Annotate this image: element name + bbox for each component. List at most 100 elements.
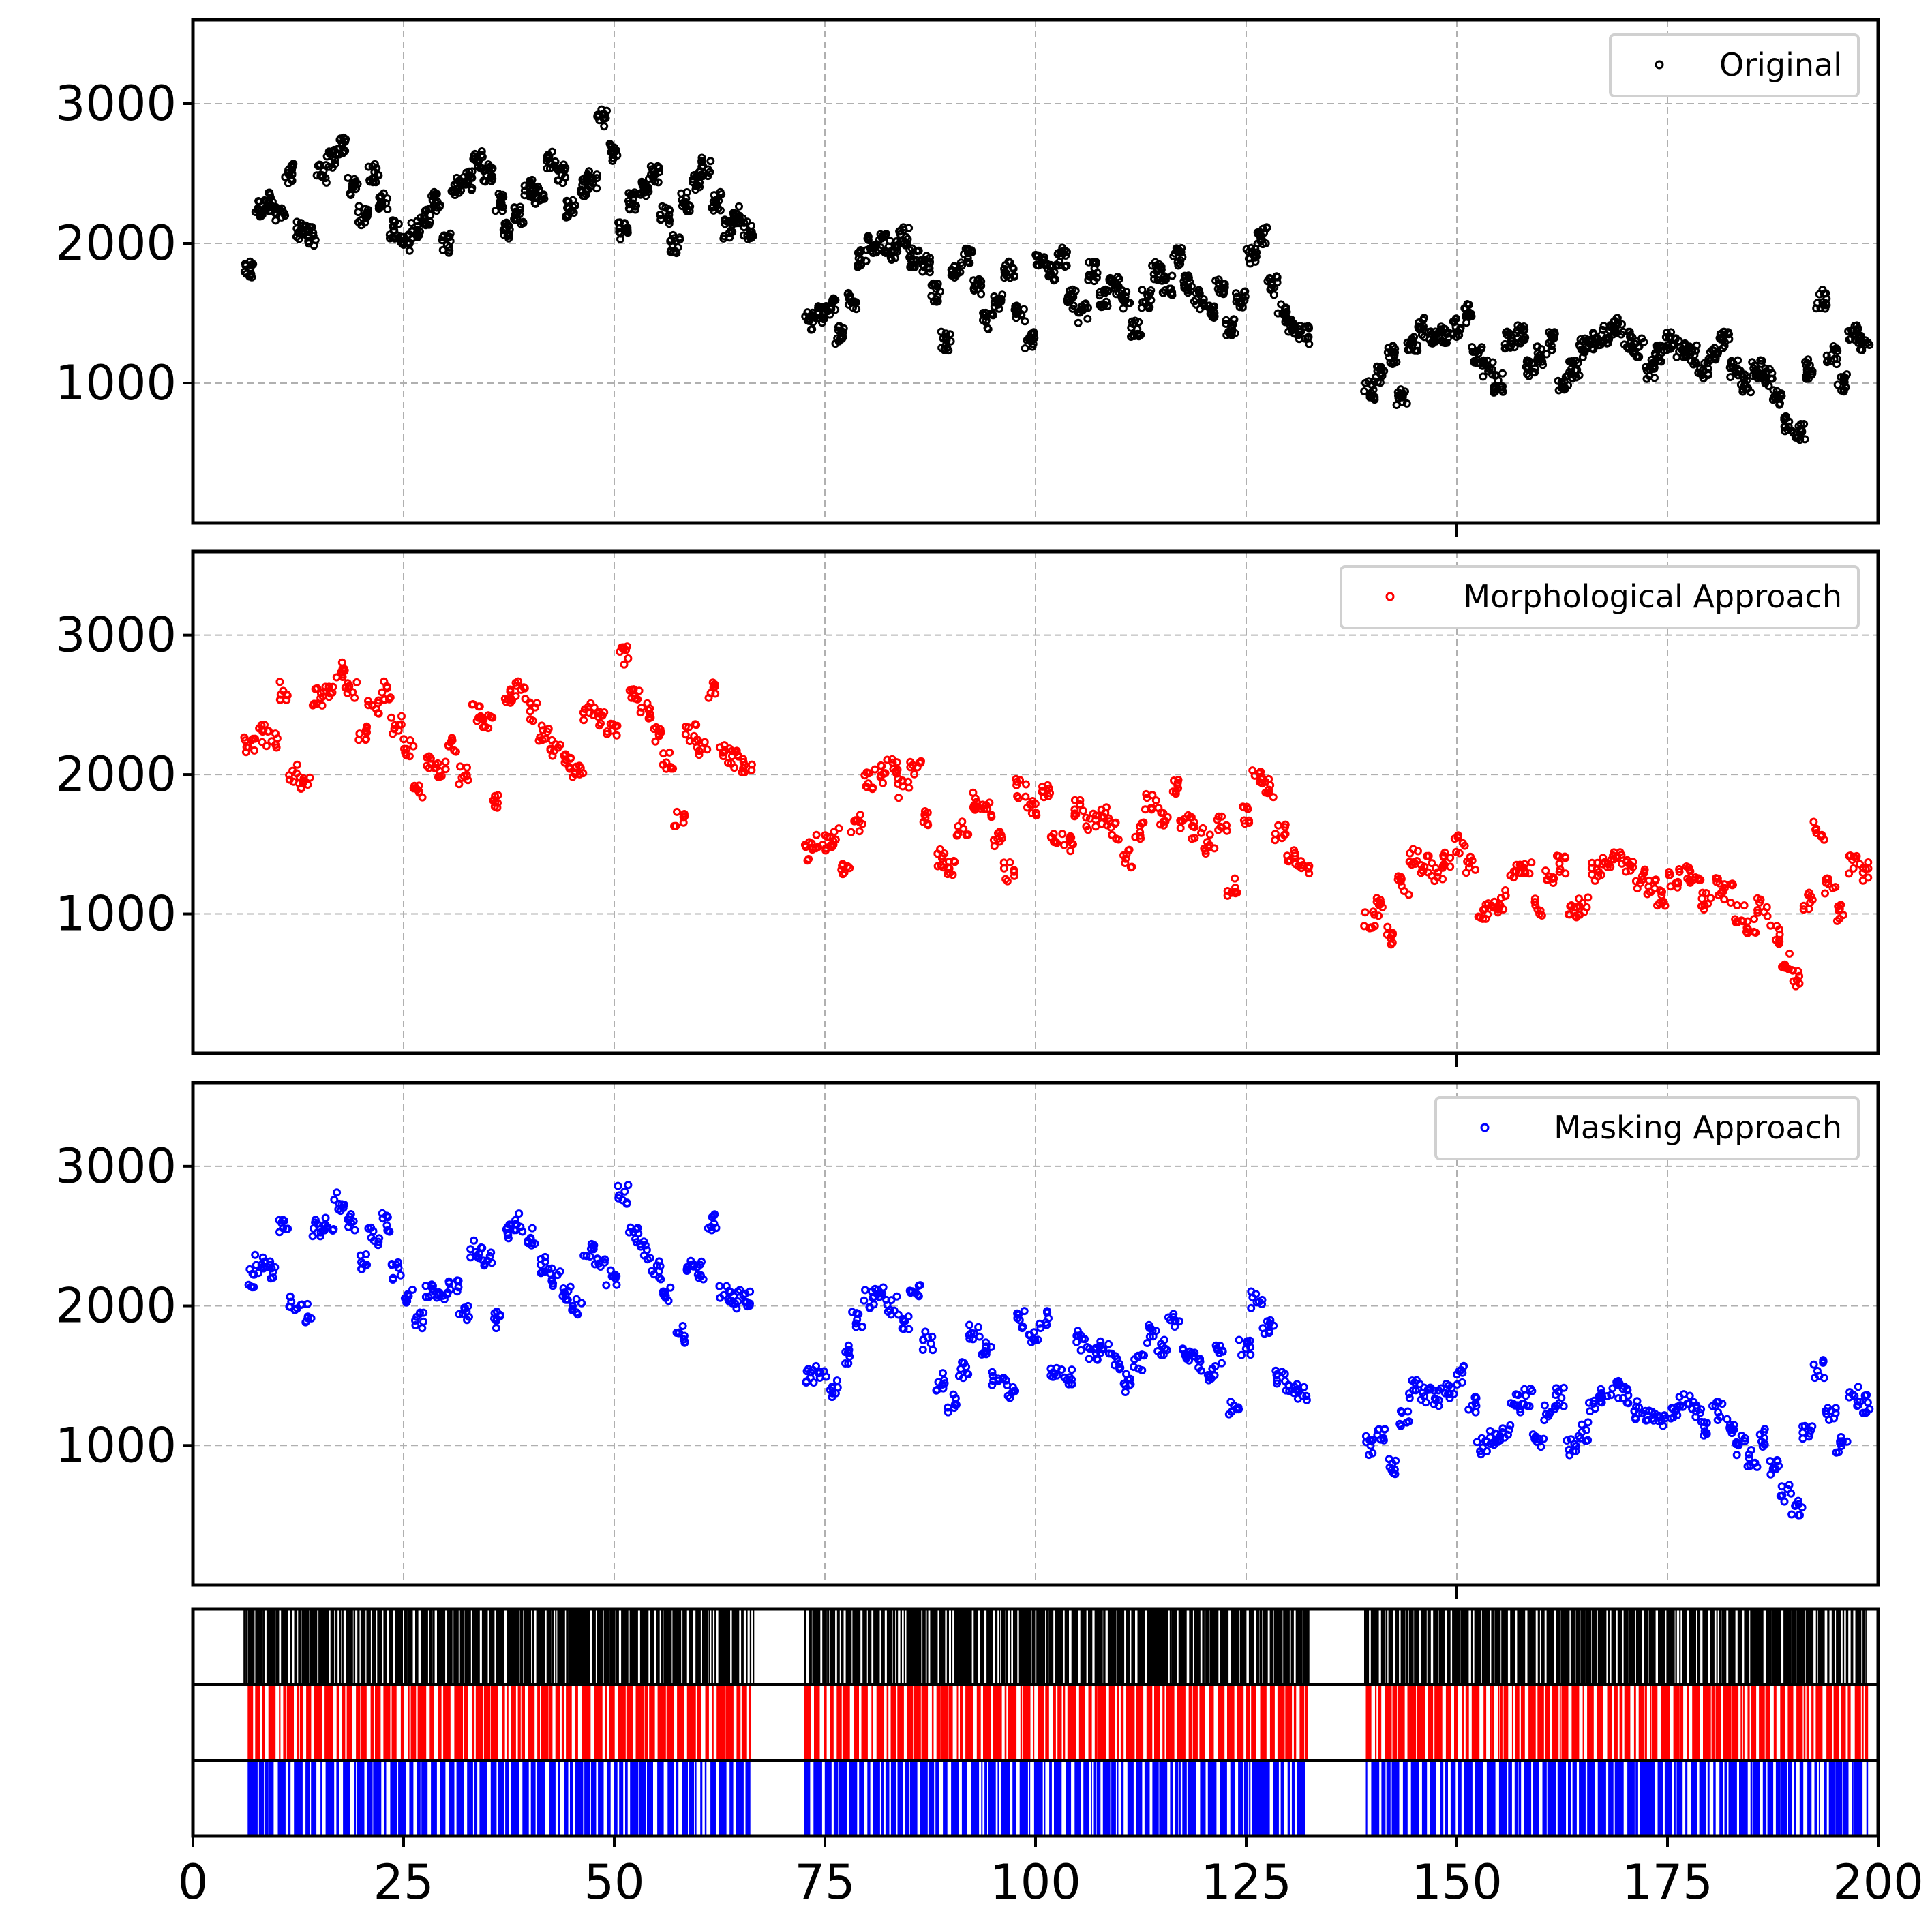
data-point — [371, 177, 380, 186]
event-bar — [575, 1685, 578, 1760]
data-point — [543, 152, 552, 161]
data-point — [1646, 362, 1654, 371]
data-point — [556, 1267, 564, 1276]
data-point — [514, 677, 523, 686]
event-bar — [373, 1760, 382, 1836]
data-point — [620, 660, 629, 669]
data-point — [965, 246, 973, 255]
data-point — [1772, 1455, 1781, 1464]
event-bar — [804, 1609, 806, 1685]
data-point — [1743, 917, 1752, 926]
data-point — [1794, 967, 1802, 976]
data-point — [1725, 330, 1733, 339]
data-point — [1097, 805, 1106, 814]
event-bar — [1533, 1760, 1539, 1836]
data-point — [1696, 369, 1705, 378]
data-point — [612, 731, 621, 740]
event-bar — [1854, 1685, 1861, 1760]
event-bar — [830, 1609, 836, 1685]
event-bar — [731, 1609, 740, 1685]
data-point — [658, 202, 667, 211]
event-bar — [980, 1609, 984, 1685]
x-tick-label: 75 — [794, 1854, 855, 1910]
event-bar — [318, 1609, 322, 1685]
data-point — [1841, 383, 1850, 391]
data-point — [1192, 301, 1201, 309]
event-bar — [1640, 1760, 1648, 1836]
data-point — [1257, 232, 1266, 241]
data-point — [954, 822, 963, 830]
data-point — [1567, 357, 1576, 365]
event-bar — [1728, 1760, 1737, 1836]
event-bar — [1788, 1760, 1792, 1836]
data-point — [1426, 327, 1435, 336]
data-point — [1069, 301, 1078, 310]
event-bar — [1559, 1685, 1561, 1760]
data-point — [324, 147, 333, 156]
legend-label-masking: Masking Approach — [1554, 1109, 1842, 1146]
event-bar — [1046, 1609, 1049, 1685]
data-point — [284, 166, 293, 175]
event-bar — [867, 1760, 871, 1836]
event-bar — [1474, 1609, 1481, 1685]
event-bar — [377, 1609, 382, 1685]
data-point — [429, 192, 438, 200]
data-point — [1586, 336, 1595, 345]
event-bar — [824, 1685, 827, 1760]
data-point — [1194, 286, 1203, 295]
event-bar — [537, 1685, 540, 1760]
event-bar — [1756, 1609, 1764, 1685]
data-point — [1241, 287, 1250, 296]
event-bar — [626, 1685, 633, 1760]
event-bar — [871, 1685, 873, 1760]
data-point — [1092, 273, 1101, 282]
data-point — [1197, 828, 1205, 837]
data-point — [1083, 314, 1092, 323]
data-point — [288, 166, 297, 175]
data-point — [396, 1271, 405, 1280]
data-point — [851, 298, 860, 307]
data-point — [836, 335, 845, 344]
data-point — [1122, 288, 1131, 297]
event-bar — [1658, 1609, 1665, 1685]
event-bar — [400, 1685, 404, 1760]
event-bar — [1739, 1760, 1748, 1836]
event-bar — [941, 1609, 946, 1685]
data-point — [986, 310, 995, 318]
event-bar — [335, 1609, 338, 1685]
data-point — [344, 173, 352, 182]
event-bar — [605, 1685, 607, 1760]
event-bar — [247, 1760, 252, 1836]
data-point — [456, 762, 464, 771]
data-point — [1749, 927, 1758, 936]
data-point — [1105, 275, 1114, 284]
data-point — [378, 1209, 387, 1218]
data-point — [954, 1372, 963, 1380]
data-point — [1038, 786, 1047, 795]
event-bar — [447, 1609, 453, 1685]
data-point — [1128, 331, 1137, 339]
data-point — [1612, 329, 1620, 337]
event-bar — [472, 1685, 475, 1760]
event-bar — [1370, 1609, 1379, 1685]
event-bar — [1511, 1685, 1513, 1760]
event-bar — [557, 1609, 565, 1685]
data-point — [815, 1368, 824, 1377]
data-point — [620, 1187, 629, 1196]
event-bar — [1828, 1760, 1835, 1836]
event-bar — [1152, 1760, 1159, 1836]
event-bar — [467, 1760, 473, 1836]
data-point — [1415, 324, 1423, 333]
data-point — [1833, 380, 1842, 389]
data-point — [1414, 847, 1422, 856]
data-point — [710, 191, 719, 200]
data-point — [969, 788, 978, 797]
event-bar — [409, 1760, 414, 1836]
event-bar — [1192, 1685, 1198, 1760]
event-bar — [1194, 1609, 1201, 1685]
event-bar — [1371, 1760, 1380, 1836]
event-bar — [708, 1609, 710, 1685]
data-point — [1246, 259, 1254, 268]
data-point — [1557, 1393, 1566, 1402]
